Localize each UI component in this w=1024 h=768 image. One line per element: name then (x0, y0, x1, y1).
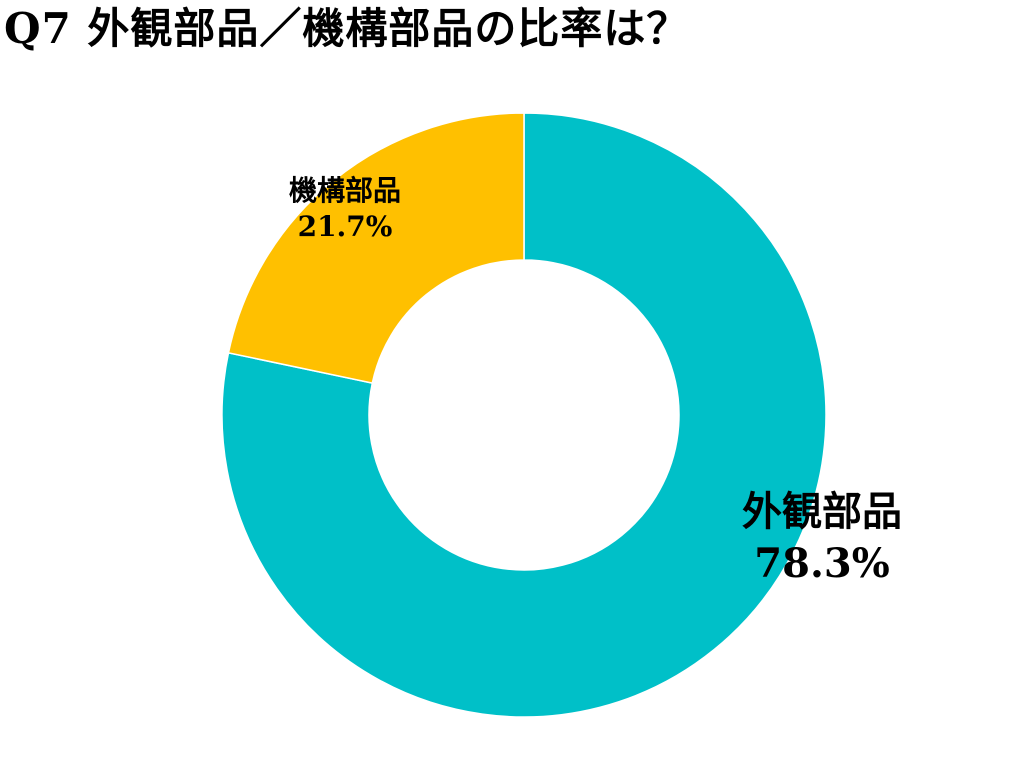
chart-title: Q7 外観部品／機構部品の比率は？ (4, 4, 690, 53)
slice-value-label-1: 78.3% (754, 540, 889, 587)
slice-value-label-2: 21.7% (298, 210, 393, 243)
slice-category-label-2: 機構部品 (289, 174, 401, 207)
donut-slice-1 (221, 112, 827, 718)
slice-category-label-1: 外観部品 (742, 488, 902, 535)
donut-slice-2 (227, 112, 525, 384)
